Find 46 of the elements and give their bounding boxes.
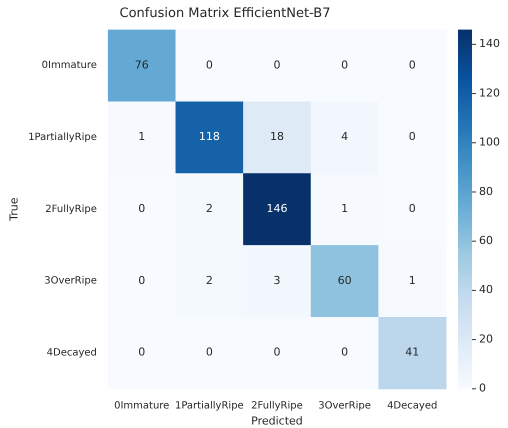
y-tick-label: 0Immature xyxy=(42,60,97,72)
data-label: 1 xyxy=(408,274,416,287)
y-tick-label: 1PartiallyRipe xyxy=(28,132,97,143)
data-label: 0 xyxy=(341,346,348,359)
y-tick-label: 4Decayed xyxy=(46,347,97,358)
color-bar-label: 40 xyxy=(479,283,493,296)
data-label: 0 xyxy=(206,346,213,359)
data-label: 41 xyxy=(405,346,420,359)
data-label: 0 xyxy=(138,202,146,216)
data-label: 0 xyxy=(138,346,146,359)
color-bar-label: 0 xyxy=(479,382,486,395)
data-label: 60 xyxy=(338,274,352,287)
data-label: 0 xyxy=(138,274,146,287)
y-axis-title: True xyxy=(7,197,20,222)
color-bar-label: 20 xyxy=(479,332,493,346)
x-tick-label: 0Immature xyxy=(114,400,170,412)
y-tick-label: 2FullyRipe xyxy=(45,204,97,215)
x-tick-label: 3OverRipe xyxy=(318,400,371,412)
chart-title: Confusion Matrix EfficientNet-B7 xyxy=(120,6,330,22)
data-label: 0 xyxy=(273,58,280,72)
color-bar-label: 60 xyxy=(479,234,493,248)
data-label: 0 xyxy=(341,58,348,72)
y-tick-label: 3OverRipe xyxy=(44,276,97,287)
data-label: 3 xyxy=(273,274,280,287)
x-tick-label: 4Decayed xyxy=(387,400,438,412)
color-bar-label: 120 xyxy=(479,86,500,100)
data-label: 2 xyxy=(206,274,213,287)
data-label: 0 xyxy=(408,130,416,144)
x-tick-label: 1PartiallyRipe xyxy=(174,400,244,412)
data-label: 0 xyxy=(408,202,416,216)
data-label: 4 xyxy=(341,130,348,144)
color-bar-label: 140 xyxy=(479,37,500,50)
data-label: 0 xyxy=(273,346,280,359)
data-label: 76 xyxy=(134,58,149,72)
data-label: 18 xyxy=(270,130,284,144)
data-label: 1 xyxy=(341,202,348,216)
data-label: 1 xyxy=(138,130,146,144)
x-tick-label: 2FullyRipe xyxy=(251,400,303,412)
color-bar-label: 100 xyxy=(479,136,500,149)
data-label: 0 xyxy=(206,58,213,72)
data-label: 118 xyxy=(198,130,220,144)
data-label: 2 xyxy=(206,202,213,216)
color-bar-label: 80 xyxy=(479,184,493,198)
x-axis-title: Predicted xyxy=(251,414,303,428)
data-label: 146 xyxy=(266,202,288,216)
data-label: 0 xyxy=(408,58,416,72)
